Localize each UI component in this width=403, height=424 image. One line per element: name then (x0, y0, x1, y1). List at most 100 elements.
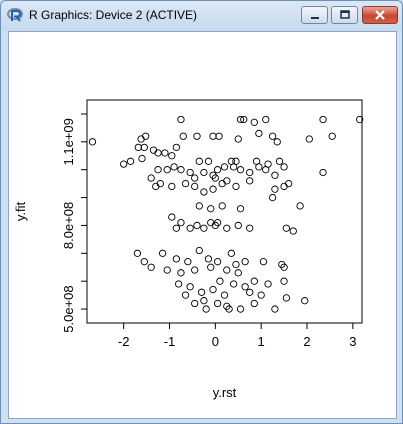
scatter-point (241, 258, 249, 266)
scatter-point (246, 177, 254, 185)
minimize-button[interactable] (301, 6, 328, 24)
scatter-point (275, 157, 284, 165)
scatter-point (232, 157, 240, 165)
scatter-point (232, 182, 240, 191)
scatter-point (200, 297, 208, 305)
y-tick-label: 8.0e+08 (61, 202, 76, 249)
plot-box (86, 99, 363, 324)
title-bar[interactable]: R Graphics: Device 2 (ACTIVE) (1, 1, 402, 31)
scatter-point (133, 249, 142, 257)
scatter-point (223, 266, 231, 274)
scatter-point (246, 288, 254, 296)
close-button[interactable] (362, 6, 398, 24)
scatter-point (282, 224, 291, 232)
scatter-point (213, 258, 222, 266)
scatter-point (280, 277, 288, 285)
scatter-point (296, 202, 304, 210)
scatter-point (170, 163, 178, 171)
scatter-point (252, 157, 261, 165)
scatter-point (177, 115, 185, 124)
scatter-point (271, 305, 279, 313)
scatter-point (195, 246, 203, 255)
scatter-point (213, 299, 222, 308)
scatter-point (204, 255, 213, 263)
scatter-point (156, 179, 164, 188)
scatter-point (193, 132, 201, 140)
scatter-point (234, 221, 242, 230)
scatter-point (250, 118, 258, 126)
scatter-point (181, 179, 190, 188)
x-tick-label: 3 (349, 334, 356, 349)
scatter-point (236, 166, 245, 174)
scatter-point (158, 249, 167, 257)
scatter-point (193, 221, 201, 230)
scatter-point (184, 258, 192, 266)
scatter-point (223, 224, 231, 232)
scatter-point (328, 132, 336, 140)
scatter-point (209, 285, 217, 294)
scatter-point (225, 305, 233, 313)
scatter-point (207, 263, 215, 271)
scatter-point (271, 171, 279, 179)
scatter-point (211, 221, 219, 230)
scatter-point (120, 160, 128, 168)
scatter-point (285, 179, 293, 188)
scatter-point (319, 168, 327, 177)
scatter-point (241, 283, 249, 291)
scatter-point (216, 277, 224, 285)
r-logo-icon (7, 8, 23, 22)
scatter-point (234, 269, 242, 277)
scatter-point (223, 177, 231, 185)
x-tick-label: -1 (164, 334, 176, 349)
x-tick-label: 2 (303, 334, 310, 349)
scatter-point (179, 132, 187, 140)
scatter-point (154, 166, 162, 174)
scatter-point (268, 193, 277, 202)
scatter-point (200, 188, 208, 196)
scatter-point (234, 135, 242, 143)
x-axis-label: y.rst (213, 385, 237, 400)
scatter-point (305, 135, 313, 143)
minimize-icon (310, 17, 319, 19)
scatter-point (195, 202, 203, 210)
scatter-point (147, 263, 155, 271)
scatter-point (168, 182, 176, 191)
scatter-point (211, 174, 219, 182)
scatter-point (207, 205, 215, 213)
maximize-button[interactable] (331, 6, 358, 24)
scatter-point (161, 149, 169, 157)
scatter-plot: -2 -1 0 1 2 3 5.0e+08 8.0e+08 1.1e+09 y.rst y.fit (13, 99, 364, 400)
scatter-point (175, 280, 183, 288)
scatter-point (126, 157, 135, 165)
plot-area: -2 -1 0 1 2 3 5.0e+08 8.0e+08 1.1e+09 y.rst y.fit (8, 31, 397, 419)
scatter-point (271, 185, 279, 193)
scatter-point (177, 218, 185, 227)
scatter-point (250, 299, 258, 308)
scatter-point (236, 115, 245, 124)
scatter-point (200, 224, 208, 232)
scatter-point (215, 132, 223, 140)
scatter-point (88, 138, 97, 146)
scatter-point (191, 174, 199, 182)
scatter-point (191, 299, 199, 308)
scatter-point (227, 157, 236, 165)
scatter-point (301, 297, 309, 305)
y-tick-label: 5.0e+08 (61, 285, 76, 332)
scatter-point (202, 305, 210, 313)
scatter-point (257, 291, 265, 299)
scatter-point (186, 168, 194, 177)
y-tick-label: 1.1e+09 (61, 118, 76, 165)
scatter-point (204, 157, 213, 165)
scatter-point (246, 168, 254, 177)
scatter-point (163, 166, 171, 174)
window-title: R Graphics: Device 2 (ACTIVE) (29, 8, 198, 22)
scatter-point (177, 166, 185, 174)
scatter-point (168, 152, 176, 160)
scatter-point (289, 227, 297, 235)
scatter-point (195, 157, 203, 165)
x-tick-label: 1 (258, 334, 265, 349)
scatter-point (280, 163, 288, 171)
scatter-point (220, 163, 229, 171)
scatter-point (200, 168, 208, 177)
